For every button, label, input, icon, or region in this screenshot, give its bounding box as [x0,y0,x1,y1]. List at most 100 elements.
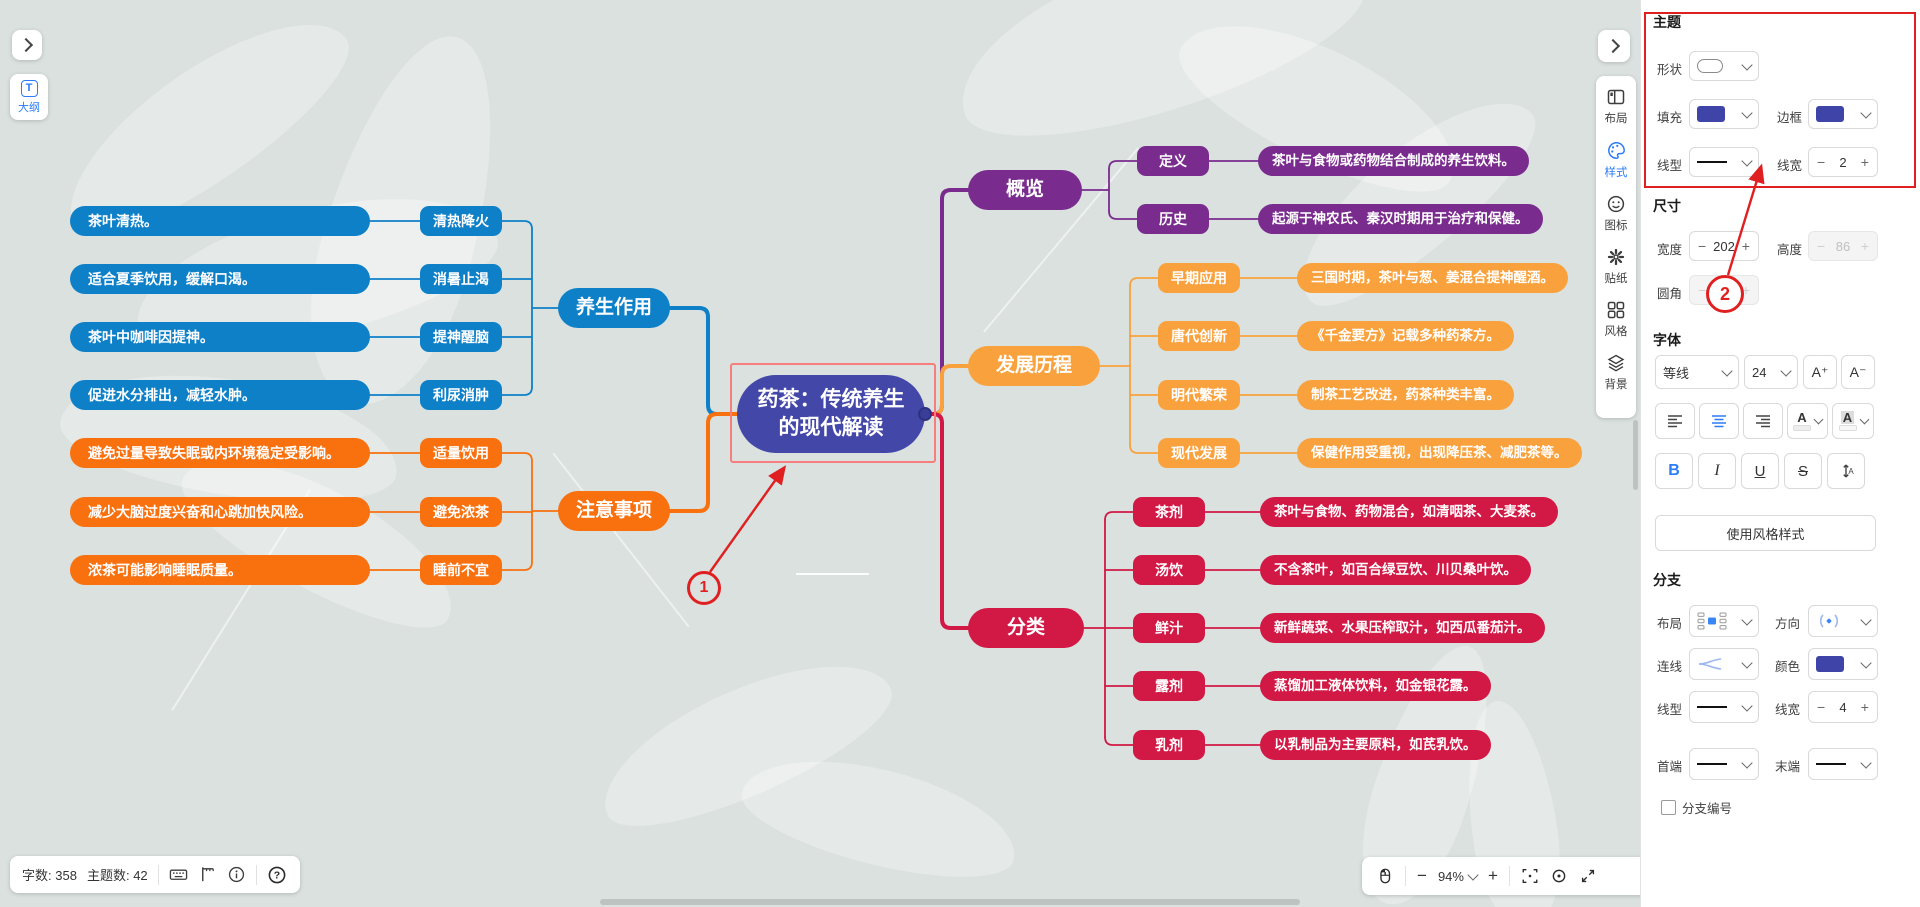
zoom-out-button[interactable]: − [1417,866,1427,885]
vertical-scrollbar[interactable] [1633,420,1638,490]
font-color-button[interactable]: A [1787,403,1828,439]
font-size-increase-button[interactable]: A⁺ [1803,355,1837,389]
use-style-button[interactable]: 使用风格样式 [1655,515,1876,551]
leaf-node[interactable]: 减少大脑过度兴奋和心跳加快风险。 [70,497,370,527]
tool-rail-item-4[interactable]: 贴纸 [1596,240,1636,293]
font-size-decrease-button[interactable]: A⁻ [1841,355,1875,389]
subtopic-node[interactable]: 避免浓茶 [420,497,502,527]
horizontal-scrollbar[interactable] [600,899,1300,905]
zoom-level[interactable]: 94% [1438,869,1479,884]
leaf-node[interactable]: 不含茶叶，如百合绿豆饮、川贝桑叶饮。 [1260,555,1531,585]
plus-button[interactable]: + [1860,154,1869,170]
subtopic-node[interactable]: 乳剂 [1133,730,1205,760]
tool-rail-item-5[interactable]: 风格 [1596,293,1636,346]
subtopic-node[interactable]: 定义 [1137,146,1209,176]
subtopic-node[interactable]: 适量饮用 [420,438,502,468]
collapse-dot[interactable] [918,407,932,421]
fullscreen-icon[interactable] [1579,867,1597,885]
tool-rail-item-3[interactable]: 图标 [1596,187,1636,240]
width-stepper[interactable]: −202 + [1689,231,1759,261]
leaf-node[interactable]: 蒸馏加工液体饮料，如金银花露。 [1260,671,1491,701]
leaf-node[interactable]: 茶叶中咖啡因提神。 [70,322,370,352]
subtopic-node[interactable]: 明代繁荣 [1158,380,1240,410]
subtopic-node[interactable]: 汤饮 [1133,555,1205,585]
leaf-node[interactable]: 起源于神农氏、秦汉时期用于治疗和保健。 [1258,204,1543,234]
plus-button[interactable]: + [1860,699,1869,715]
plus-button[interactable]: + [1741,238,1750,254]
leaf-node[interactable]: 以乳制品为主要原料，如芪乳饮。 [1260,730,1491,760]
outline-button[interactable]: T 大纲 [10,74,48,120]
branch-node[interactable]: 分类 [968,608,1084,648]
branch-color-select[interactable] [1808,648,1878,680]
leaf-node[interactable]: 《千金要方》记载多种药茶方。 [1297,321,1514,351]
align-center-button[interactable] [1699,403,1739,439]
bold-button[interactable]: B [1655,453,1693,489]
branch-direction-select[interactable] [1808,605,1878,637]
zoom-in-button[interactable]: + [1487,866,1498,885]
align-left-button[interactable] [1655,403,1695,439]
branch-node[interactable]: 发展历程 [968,346,1100,386]
tool-rail-item-2[interactable]: 样式 [1596,133,1636,187]
ruler-icon[interactable] [198,865,217,884]
italic-button[interactable]: I [1698,453,1736,489]
central-topic[interactable]: 药茶：传统养生的现代解读 [737,375,925,453]
minus-button[interactable]: − [1698,238,1707,254]
info-icon[interactable] [227,865,246,884]
subtopic-node[interactable]: 露剂 [1133,671,1205,701]
highlight-color-button[interactable]: A [1832,403,1874,439]
underline-button[interactable]: U [1741,453,1779,489]
line-spacing-button[interactable]: A [1827,453,1865,489]
leaf-node[interactable]: 避免过量导致失眠或内环境稳定受影响。 [70,438,370,468]
leaf-node[interactable]: 茶叶与食物或药物结合制成的养生饮料。 [1258,146,1529,176]
center-view-icon[interactable] [1550,867,1568,885]
minus-button[interactable]: − [1817,154,1826,170]
subtopic-node[interactable]: 历史 [1137,204,1209,234]
border-color-select[interactable] [1808,99,1878,129]
tool-rail-item-6[interactable]: 背景 [1596,346,1636,399]
leaf-node[interactable]: 新鲜蔬菜、水果压榨取汁，如西瓜番茄汁。 [1260,613,1545,643]
font-size-select[interactable]: 24 [1744,355,1798,389]
subtopic-node[interactable]: 鲜汁 [1133,613,1205,643]
subtopic-node[interactable]: 利尿消肿 [420,380,502,410]
font-family-select[interactable]: 等线 [1655,355,1739,389]
leaf-node[interactable]: 茶叶清热。 [70,206,370,236]
keyboard-icon[interactable] [169,865,188,884]
leaf-node[interactable]: 制茶工艺改进，药茶种类丰富。 [1297,380,1514,410]
subtopic-node[interactable]: 早期应用 [1158,263,1240,293]
branch-node[interactable]: 概览 [968,170,1082,210]
branch-layout-select[interactable] [1689,605,1759,637]
tool-rail-item-1[interactable]: 布局 [1596,80,1636,133]
line-type-select[interactable] [1689,147,1759,177]
line-end-select[interactable] [1808,748,1878,780]
branch-numbering-checkbox[interactable] [1661,800,1676,815]
collapse-panel-button[interactable] [1598,30,1630,62]
fill-color-select[interactable] [1689,99,1759,129]
branch-line-width-stepper[interactable]: −4 + [1808,691,1878,723]
fit-selection-icon[interactable] [1521,867,1539,885]
leaf-node[interactable]: 促进水分排出，减轻水肿。 [70,380,370,410]
leaf-node[interactable]: 适合夏季饮用，缓解口渴。 [70,264,370,294]
leaf-node[interactable]: 浓茶可能影响睡眠质量。 [70,555,370,585]
subtopic-node[interactable]: 睡前不宜 [420,555,502,585]
subtopic-node[interactable]: 唐代创新 [1158,321,1240,351]
line-start-select[interactable] [1689,748,1759,780]
subtopic-node[interactable]: 消暑止渴 [420,264,502,294]
mouse-mode-icon[interactable] [1376,867,1394,885]
minus-button[interactable]: − [1817,699,1826,715]
align-right-button[interactable] [1743,403,1783,439]
branch-node[interactable]: 养生作用 [558,288,670,328]
branch-line-type-select[interactable] [1689,691,1759,723]
help-icon[interactable]: ? [267,865,287,885]
shape-select[interactable] [1689,51,1759,81]
leaf-node[interactable]: 茶叶与食物、药物混合，如清咽茶、大麦茶。 [1260,497,1558,527]
leaf-node[interactable]: 保健作用受重视，出现降压茶、减肥茶等。 [1297,438,1582,468]
subtopic-node[interactable]: 清热降火 [420,206,502,236]
branch-line-select[interactable] [1689,648,1759,680]
leaf-node[interactable]: 三国时期，茶叶与葱、姜混合提神醒酒。 [1297,263,1568,293]
branch-node[interactable]: 注意事项 [558,491,670,531]
subtopic-node[interactable]: 提神醒脑 [420,322,502,352]
mindmap-canvas[interactable]: 药茶：传统养生的现代解读 茶叶清热。 清热降火适合夏季饮用，缓解口渴。 消暑止渴茶叶中… [0,0,1640,907]
line-width-stepper[interactable]: −2 + [1808,147,1878,177]
collapse-sidebar-button[interactable] [12,30,42,60]
branch-numbering-row[interactable]: 分支编号 [1661,798,1732,817]
